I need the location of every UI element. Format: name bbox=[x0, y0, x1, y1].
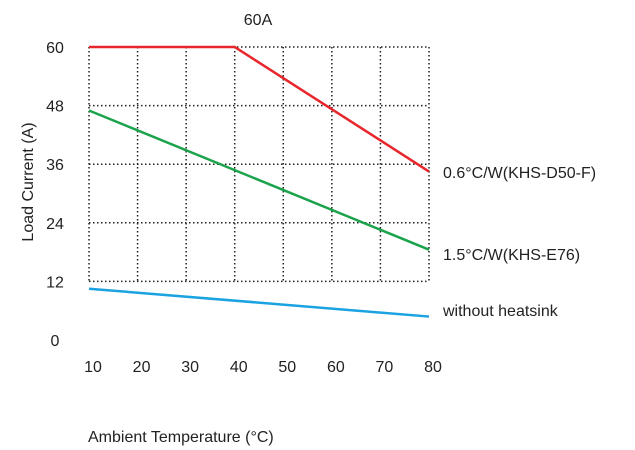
series-label: without heatsink bbox=[442, 303, 559, 320]
x-tick-label: 10 bbox=[84, 359, 102, 376]
x-tick-label: 60 bbox=[327, 359, 345, 376]
x-axis-ticks: 10 20 30 40 50 60 70 80 bbox=[84, 359, 442, 376]
series-lines bbox=[88, 45, 430, 318]
x-tick-label: 20 bbox=[133, 359, 151, 376]
chart-title: 60A bbox=[244, 12, 273, 29]
x-axis-label: Ambient Temperature (°C) bbox=[88, 429, 274, 446]
y-axis-ticks: 0 12 24 36 48 60 bbox=[46, 40, 64, 350]
y-tick-label: 48 bbox=[46, 99, 64, 116]
y-tick-label: 60 bbox=[46, 40, 64, 57]
series-line bbox=[88, 287, 430, 318]
x-tick-label: 70 bbox=[376, 359, 394, 376]
x-tick-label: 30 bbox=[181, 359, 199, 376]
x-tick-label: 80 bbox=[424, 359, 442, 376]
y-tick-label: 0 bbox=[51, 333, 60, 350]
y-axis-label: Load Current (A) bbox=[20, 122, 37, 241]
series-label: 0.6°C/W(KHS-D50-F) bbox=[443, 165, 596, 182]
y-tick-label: 12 bbox=[46, 274, 64, 291]
series-line bbox=[89, 45, 430, 173]
series-label: 1.5°C/W(KHS-E76) bbox=[443, 247, 580, 264]
x-tick-label: 50 bbox=[278, 359, 296, 376]
y-tick-label: 36 bbox=[46, 157, 64, 174]
grid bbox=[88, 46, 430, 283]
series-labels: 0.6°C/W(KHS-D50-F) 1.5°C/W(KHS-E76) withou… bbox=[442, 165, 596, 320]
series-line bbox=[88, 109, 430, 251]
y-tick-label: 24 bbox=[46, 216, 64, 233]
x-tick-label: 40 bbox=[230, 359, 248, 376]
